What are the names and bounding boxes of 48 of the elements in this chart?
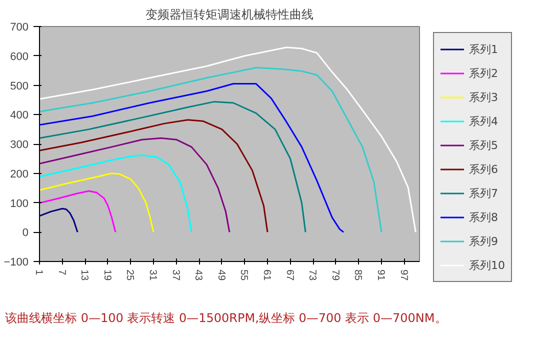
- line-series: [40, 66, 382, 233]
- line-series: [40, 154, 192, 233]
- x-tick-label: 37: [170, 270, 181, 282]
- line-series: [40, 83, 344, 233]
- legend-label: 系列6: [469, 162, 498, 176]
- legend-label: 系列3: [469, 90, 498, 104]
- line-series: [40, 46, 416, 233]
- line-series: [40, 172, 154, 233]
- y-tick-label: 500: [10, 80, 29, 92]
- y-tick-label: 0: [22, 227, 29, 240]
- x-tick-label: 31: [147, 270, 158, 282]
- x-tick-label: 25: [124, 270, 136, 282]
- y-tick-label: 700: [10, 22, 29, 34]
- line-series: [40, 100, 306, 233]
- y-tick-label: 300: [10, 139, 29, 151]
- line-series: [40, 119, 268, 233]
- x-tick-label: 43: [192, 270, 204, 282]
- text: 该曲线横坐标 0—100 表示转速 0—1500RPM,纵坐标 0—700 表示 0—700NM。: [5, 310, 447, 327]
- x-tick-label: 61: [261, 270, 272, 282]
- x-tick-label: 91: [375, 270, 386, 282]
- legend-label: 系列7: [469, 186, 498, 200]
- y-tick-label: −100: [4, 256, 29, 268]
- line-series: [40, 137, 230, 233]
- x-tick-label: 1: [33, 270, 44, 276]
- legend-label: 系列9: [469, 234, 498, 248]
- legend-label: 系列2: [469, 66, 498, 80]
- x-tick-label: 97: [398, 270, 409, 282]
- x-tick-label: 85: [352, 270, 364, 282]
- y-tick-label: 100: [10, 198, 29, 210]
- line-series: [40, 190, 116, 233]
- legend-label: 系列5: [469, 138, 498, 152]
- legend-label: 系列8: [469, 210, 498, 224]
- y-tick-label: 200: [10, 168, 29, 180]
- x-tick-label: 7: [56, 270, 67, 276]
- y-tick-label: 400: [10, 110, 29, 122]
- x-tick-label: 67: [284, 270, 295, 282]
- x-tick-label: 73: [306, 270, 318, 282]
- x-tick-label: 79: [329, 270, 340, 282]
- x-tick-label: 13: [78, 270, 90, 282]
- line-series: [40, 208, 78, 233]
- x-tick-label: 55: [238, 270, 250, 282]
- chart-title: 变频器恒转矩调速机械特性曲线: [146, 8, 314, 22]
- y-tick-label: 600: [10, 50, 29, 63]
- x-tick-label: 19: [101, 270, 112, 282]
- legend-label: 系列1: [469, 42, 498, 56]
- x-tick-label: 49: [215, 270, 226, 282]
- legend-label: 系列10: [469, 258, 505, 272]
- legend-label: 系列4: [469, 114, 498, 128]
